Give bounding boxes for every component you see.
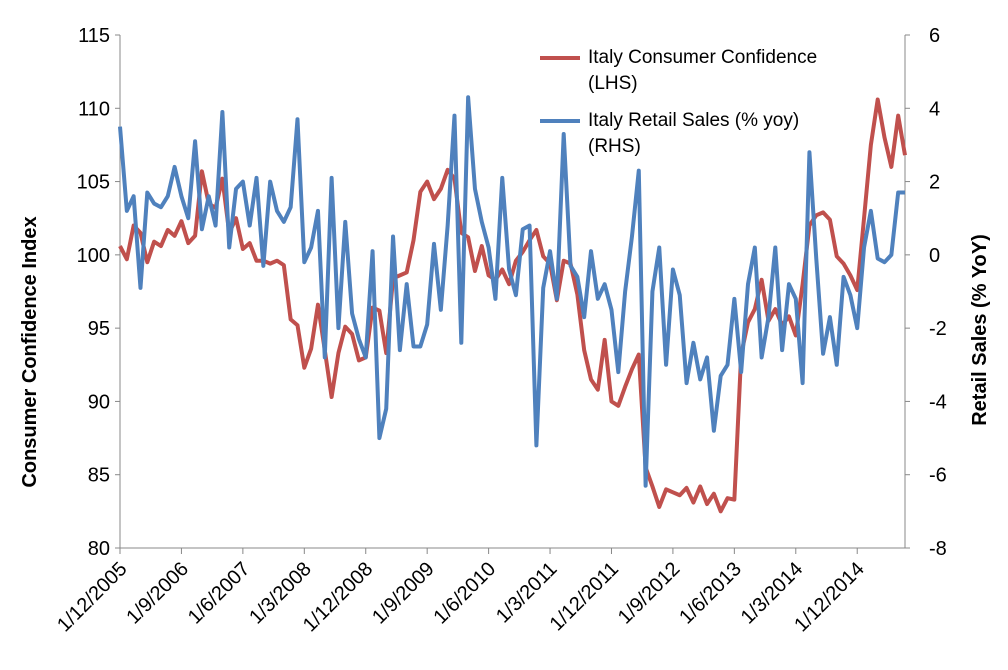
series-line xyxy=(118,95,905,488)
y2-tick-label: 0 xyxy=(929,245,940,267)
x-tick-label: 1/6/2007 xyxy=(184,558,255,629)
legend-label: Italy Consumer Confidence (LHS) xyxy=(588,47,818,94)
y-axis-title: Consumer Confidence Index xyxy=(19,216,41,487)
x-tick-label: 1/9/2006 xyxy=(122,558,193,629)
x-tick-label: 1/6/2013 xyxy=(675,558,746,629)
series-line xyxy=(118,97,907,514)
y-tick-label: 85 xyxy=(88,465,110,487)
y2-tick-label: 4 xyxy=(929,98,940,120)
x-tick-label: 1/12/2005 xyxy=(53,558,131,636)
y2-tick-label: -8 xyxy=(929,538,947,560)
y-tick-label: 95 xyxy=(88,318,110,340)
x-tick-label: 1/9/2012 xyxy=(614,558,685,629)
y-tick-label: 105 xyxy=(77,172,110,194)
y2-tick-label: -4 xyxy=(929,391,947,413)
y2-tick-label: 2 xyxy=(929,172,940,194)
y2-tick-label: -6 xyxy=(929,465,947,487)
legend-label: Italy Retail Sales (% yoy) (RHS) xyxy=(588,110,800,157)
y-tick-label: 90 xyxy=(88,391,110,413)
y-tick-label: 80 xyxy=(88,538,110,560)
x-tick-label: 1/6/2010 xyxy=(430,558,501,629)
y2-tick-label: 6 xyxy=(929,25,940,47)
y-tick-label: 100 xyxy=(77,245,110,267)
y-tick-label: 110 xyxy=(78,98,110,120)
y2-tick-label: -2 xyxy=(929,318,947,340)
y-tick-label: 115 xyxy=(78,25,110,47)
y2-axis-title: Retail Sales (% YoY) xyxy=(969,234,991,426)
x-tick-label: 1/9/2009 xyxy=(368,558,439,629)
